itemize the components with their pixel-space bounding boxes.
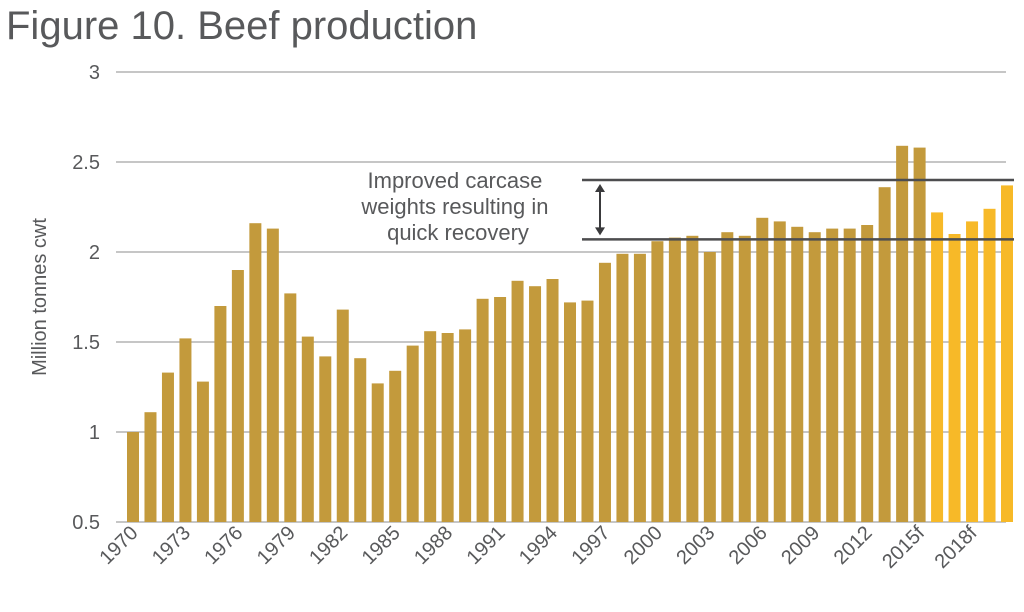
bar-1971	[144, 412, 157, 522]
bar-1973	[179, 338, 192, 522]
bar-2010	[826, 228, 839, 522]
x-tick-label: 2000	[620, 522, 667, 569]
bar-1997	[598, 262, 611, 522]
bar-1981	[319, 356, 332, 522]
bar-2011	[843, 228, 856, 522]
bar-2018f	[966, 221, 979, 522]
x-tick-label: 1976	[200, 522, 247, 569]
bar-2001	[668, 237, 681, 522]
bar-1976	[231, 270, 244, 522]
bars	[127, 145, 1013, 523]
bar-1994	[546, 279, 559, 522]
bar-2017f	[948, 234, 961, 522]
annotation: Improved carcase weights resulting in qu…	[340, 166, 1014, 252]
bar-1995	[564, 302, 576, 522]
bar-2008	[791, 226, 804, 523]
bar-1988	[441, 333, 454, 522]
x-tick-label: 2015f	[878, 522, 929, 573]
x-tick-label: 1970	[96, 522, 143, 569]
x-tick-label: 1997	[567, 522, 614, 569]
chart-title: Figure 10. Beef production	[6, 4, 478, 48]
y-axis-tick-labels: 0.5 1 1.5 2 2.5 3	[72, 62, 100, 534]
bar-1991	[494, 297, 507, 522]
x-axis-tick-labels: 1970 1973 1976 1979 1982 1985 1988 1991 1994 1997…	[96, 522, 982, 573]
bar-2013	[878, 187, 891, 522]
y-tick-label: 1.5	[72, 332, 100, 354]
annotation-line-2: weights resulting in	[360, 194, 548, 219]
x-tick-label: 2003	[672, 522, 719, 569]
x-tick-label: 2018f	[931, 522, 982, 573]
bar-1987	[424, 331, 437, 522]
bar-1983	[354, 358, 367, 522]
bar-2012	[861, 225, 874, 522]
bar-2015f	[913, 147, 926, 522]
bar-2005	[738, 235, 751, 523]
bar-1970	[127, 432, 139, 522]
bar-1990	[476, 298, 489, 522]
x-tick-label: 1988	[410, 522, 457, 569]
bar-1974	[196, 381, 209, 522]
annotation-double-arrow	[595, 184, 605, 236]
bar-1979	[284, 293, 297, 522]
annotation-line-3: quick recovery	[387, 220, 529, 245]
bar-1980	[301, 336, 314, 522]
bar-1993	[529, 286, 542, 522]
x-tick-label: 1979	[253, 522, 300, 569]
bar-1992	[511, 280, 524, 522]
x-tick-label: 1973	[148, 522, 195, 569]
x-tick-label: 1994	[515, 522, 562, 569]
gridlines	[116, 71, 1006, 523]
bar-2020f	[1001, 185, 1013, 522]
bar-2003	[703, 252, 716, 522]
y-tick-label: 1	[89, 422, 100, 444]
bar-2014	[896, 145, 909, 523]
bar-1985	[389, 370, 402, 522]
y-tick-label: 0.5	[72, 512, 100, 534]
bar-2004	[721, 232, 734, 522]
bar-1998	[616, 253, 629, 523]
x-tick-label: 2006	[725, 522, 772, 569]
annotation-background	[340, 166, 576, 252]
bar-1975	[214, 306, 227, 522]
x-tick-label: 1985	[358, 522, 405, 569]
annotation-line-1: Improved carcase	[368, 168, 543, 193]
bar-1989	[459, 329, 472, 522]
bar-1986	[406, 345, 419, 522]
bar-1972	[161, 372, 174, 522]
bar-2016f	[931, 212, 944, 522]
x-tick-label: 2012	[830, 522, 877, 569]
bar-2019f	[983, 208, 996, 523]
bar-1978	[266, 228, 279, 522]
bar-1982	[336, 309, 349, 522]
bar-2009	[808, 232, 821, 522]
x-tick-label: 1991	[463, 522, 510, 569]
y-tick-label: 2	[89, 242, 100, 264]
y-tick-label: 2.5	[72, 152, 100, 174]
bar-1977	[249, 223, 262, 522]
bar-1996	[581, 300, 594, 522]
bar-1984	[371, 383, 384, 522]
x-tick-label: 2009	[777, 522, 824, 569]
annotation-text: Improved carcase weights resulting in qu…	[360, 168, 554, 245]
bar-2006	[756, 217, 769, 523]
bar-1999	[633, 253, 646, 523]
bar-2000	[651, 241, 664, 522]
bar-2002	[686, 235, 699, 523]
y-tick-label: 3	[89, 62, 100, 84]
y-axis-label: Million tonnes cwt	[29, 218, 51, 376]
x-tick-label: 1982	[305, 522, 352, 569]
bar-2007	[773, 221, 786, 522]
